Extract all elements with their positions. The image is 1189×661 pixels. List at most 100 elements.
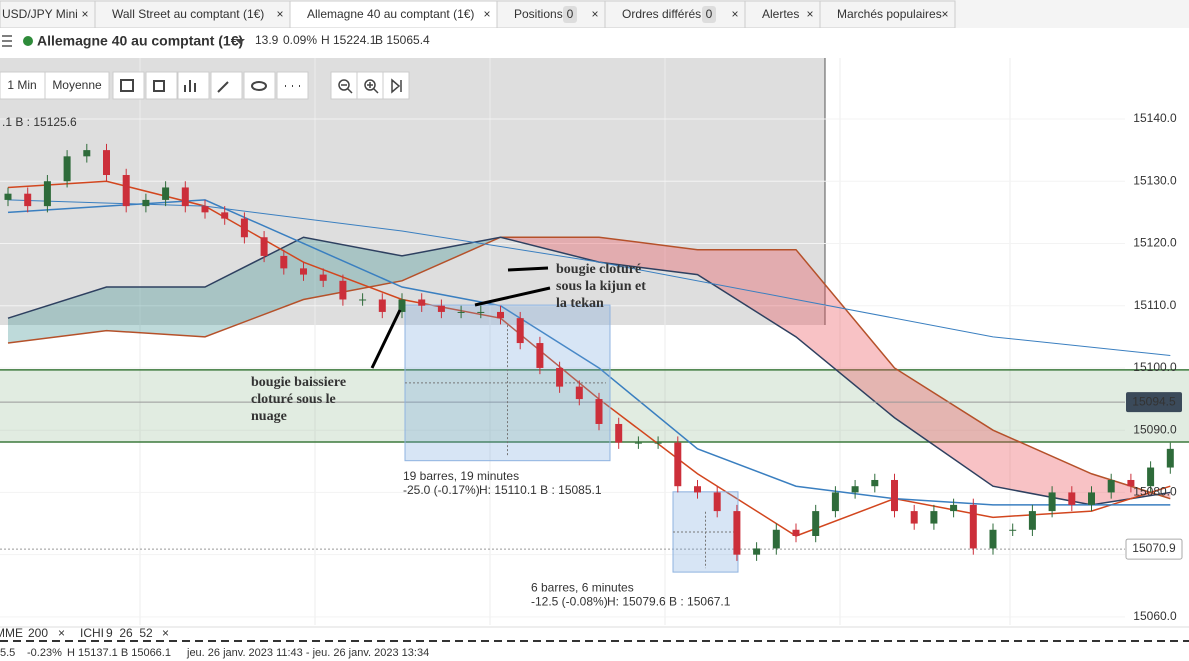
y-tick-label: 15130.0 <box>1133 173 1177 187</box>
toolbar-btn[interactable] <box>0 71 46 100</box>
candle-body <box>1166 448 1174 468</box>
instrument-row <box>0 28 1189 56</box>
instrument-name[interactable]: Allemagne 40 au comptant (1€) <box>37 33 243 49</box>
indicator-close[interactable]: × <box>58 626 65 640</box>
footer-change: 5.5 <box>0 647 15 659</box>
dropdown-caret[interactable] <box>235 39 245 44</box>
candle-body <box>930 511 938 524</box>
toolbar-btn[interactable] <box>44 71 110 100</box>
interval[interactable]: 1 Min <box>7 78 36 92</box>
tab-label[interactable]: Positions <box>514 7 563 21</box>
tab-badge-count: 0 <box>567 7 574 21</box>
tab-close[interactable]: × <box>591 7 598 21</box>
tab[interactable] <box>819 0 956 29</box>
candle-body <box>221 212 229 219</box>
candle-body <box>497 311 504 319</box>
tab-label[interactable]: Wall Street au comptant (1€) <box>112 7 264 21</box>
indicator-close[interactable]: × <box>162 626 169 640</box>
candle-body <box>43 181 51 207</box>
y-tick-label: 15060.0 <box>1133 609 1177 623</box>
candle-body <box>556 367 564 387</box>
zoom-icon[interactable] <box>382 71 410 100</box>
tab[interactable] <box>0 0 96 29</box>
tab-badge-count: 0 <box>706 7 713 21</box>
candle-body <box>851 486 859 493</box>
measure-range: H: 15079.6 B : 15067.1 <box>607 594 731 608</box>
candle-body <box>162 187 170 200</box>
candle-body <box>63 156 71 182</box>
annotation: la tekan <box>556 296 604 311</box>
candle-body <box>240 218 248 238</box>
chart-style[interactable]: Moyenne <box>52 78 102 92</box>
tab-label[interactable]: Ordres différés <box>622 7 701 21</box>
instrument-change-pct: 0.09% <box>283 33 317 47</box>
annotation: sous la kijun et <box>556 279 646 294</box>
candle-body <box>122 175 130 207</box>
menu-icon[interactable] <box>2 35 12 47</box>
cloud-fill <box>303 237 402 300</box>
price-tag-label: 15070.9 <box>1132 541 1176 555</box>
zoom-glyphs <box>338 78 402 94</box>
candle-body <box>654 442 662 444</box>
tab-close[interactable]: × <box>276 7 283 21</box>
candle-body <box>575 386 583 400</box>
annotation: bougie cloturé <box>556 262 641 277</box>
candle-body <box>260 237 268 256</box>
candle-body <box>83 150 91 157</box>
toolbar-icon[interactable] <box>112 71 145 100</box>
candle-body <box>378 299 386 312</box>
tab-close[interactable]: × <box>806 7 813 21</box>
y-tick-label: 15100.0 <box>1133 360 1177 374</box>
candle-body <box>595 399 603 424</box>
instrument-low: B 15065.4 <box>375 33 430 47</box>
candle-body <box>4 193 12 200</box>
candle-body <box>812 511 820 536</box>
candle-body <box>319 274 327 281</box>
tab-close[interactable]: × <box>483 7 490 21</box>
measure-title: 19 barres, 19 minutes <box>403 469 519 483</box>
toolbar-icon[interactable] <box>177 71 210 100</box>
candle-body <box>694 486 701 493</box>
candle-body <box>24 193 32 207</box>
tab-badge <box>702 6 716 23</box>
span-a <box>7 236 1171 500</box>
tab-label[interactable]: USD/JPY Mini <box>2 7 78 21</box>
tab-close[interactable]: × <box>81 7 88 21</box>
candle-body <box>615 423 623 443</box>
price-tag <box>1126 392 1182 413</box>
toolbar-icon[interactable] <box>210 71 243 100</box>
candle-body <box>457 311 465 313</box>
candle-body <box>1048 492 1056 512</box>
cloud-fill <box>894 367 993 487</box>
candle-body <box>1009 529 1017 531</box>
candle-body <box>536 343 544 368</box>
candle-body <box>280 255 288 269</box>
cloud-fill <box>8 287 107 344</box>
candle-body <box>950 504 958 512</box>
price-tag-label: 15094.5 <box>1132 394 1176 408</box>
cloud-fill <box>993 430 1092 505</box>
footer-range: H 15137.1 B 15066.1 <box>67 647 171 659</box>
measure-change: -25.0 (-0.17%) <box>403 483 480 497</box>
candle-body <box>359 299 367 301</box>
measure-change: -12.5 (-0.08%) <box>531 594 608 608</box>
y-tick-label: 15080.0 <box>1133 485 1177 499</box>
candle-body <box>477 311 485 313</box>
tab-close[interactable]: × <box>731 7 738 21</box>
toolbar-icon[interactable] <box>145 71 178 100</box>
candle-body <box>1147 467 1155 487</box>
indicator-value: 200 <box>28 626 48 640</box>
candle-body <box>1028 511 1036 530</box>
toolbar-icon[interactable] <box>243 71 276 100</box>
tab-label[interactable]: Alertes <box>762 7 799 21</box>
tab-label[interactable]: Marchés populaires <box>837 7 942 21</box>
shaded-area <box>0 58 825 326</box>
tab-close[interactable]: × <box>941 7 948 21</box>
icons <box>120 79 300 93</box>
candle-body <box>713 492 721 512</box>
cloud-fill <box>796 249 895 418</box>
annotation: cloturé sous le <box>251 392 336 407</box>
cloud-fill <box>697 249 796 337</box>
tab-label[interactable]: Allemagne 40 au comptant (1€) <box>307 7 474 21</box>
